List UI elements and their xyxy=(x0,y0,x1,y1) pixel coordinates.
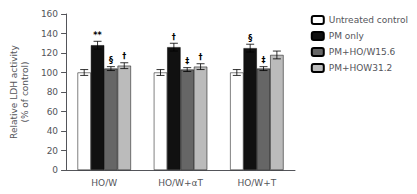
svg-text:PM+HO/W15.6: PM+HO/W15.6 xyxy=(329,47,396,57)
svg-text:‡: ‡ xyxy=(185,57,189,66)
svg-text:‡: ‡ xyxy=(262,56,266,65)
svg-text:**: ** xyxy=(93,31,102,40)
svg-text:0: 0 xyxy=(52,165,58,175)
svg-text:20: 20 xyxy=(47,146,59,156)
svg-text:120: 120 xyxy=(41,48,58,58)
svg-text:§: § xyxy=(248,34,252,43)
svg-text:§: § xyxy=(109,56,113,65)
svg-text:140: 140 xyxy=(41,29,58,39)
svg-text:Relative LDH activity: Relative LDH activity xyxy=(9,44,19,139)
svg-text:PM only: PM only xyxy=(329,31,365,41)
svg-text:†: † xyxy=(199,53,203,62)
svg-text:†: † xyxy=(122,52,126,61)
svg-text:40: 40 xyxy=(47,126,59,136)
svg-text:HO/W: HO/W xyxy=(91,178,117,188)
svg-text:PM+HOW31.2: PM+HOW31.2 xyxy=(329,63,393,73)
svg-text:Untreated control: Untreated control xyxy=(329,15,408,25)
svg-text:160: 160 xyxy=(41,9,58,19)
svg-text:HO/W+T: HO/W+T xyxy=(237,178,276,188)
svg-text:80: 80 xyxy=(47,87,59,97)
svg-text:HO/W+αT: HO/W+αT xyxy=(158,178,203,188)
svg-text:†: † xyxy=(172,33,176,42)
svg-text:100: 100 xyxy=(41,68,58,78)
svg-text:(% of control): (% of control) xyxy=(20,61,30,122)
svg-text:60: 60 xyxy=(47,107,59,117)
